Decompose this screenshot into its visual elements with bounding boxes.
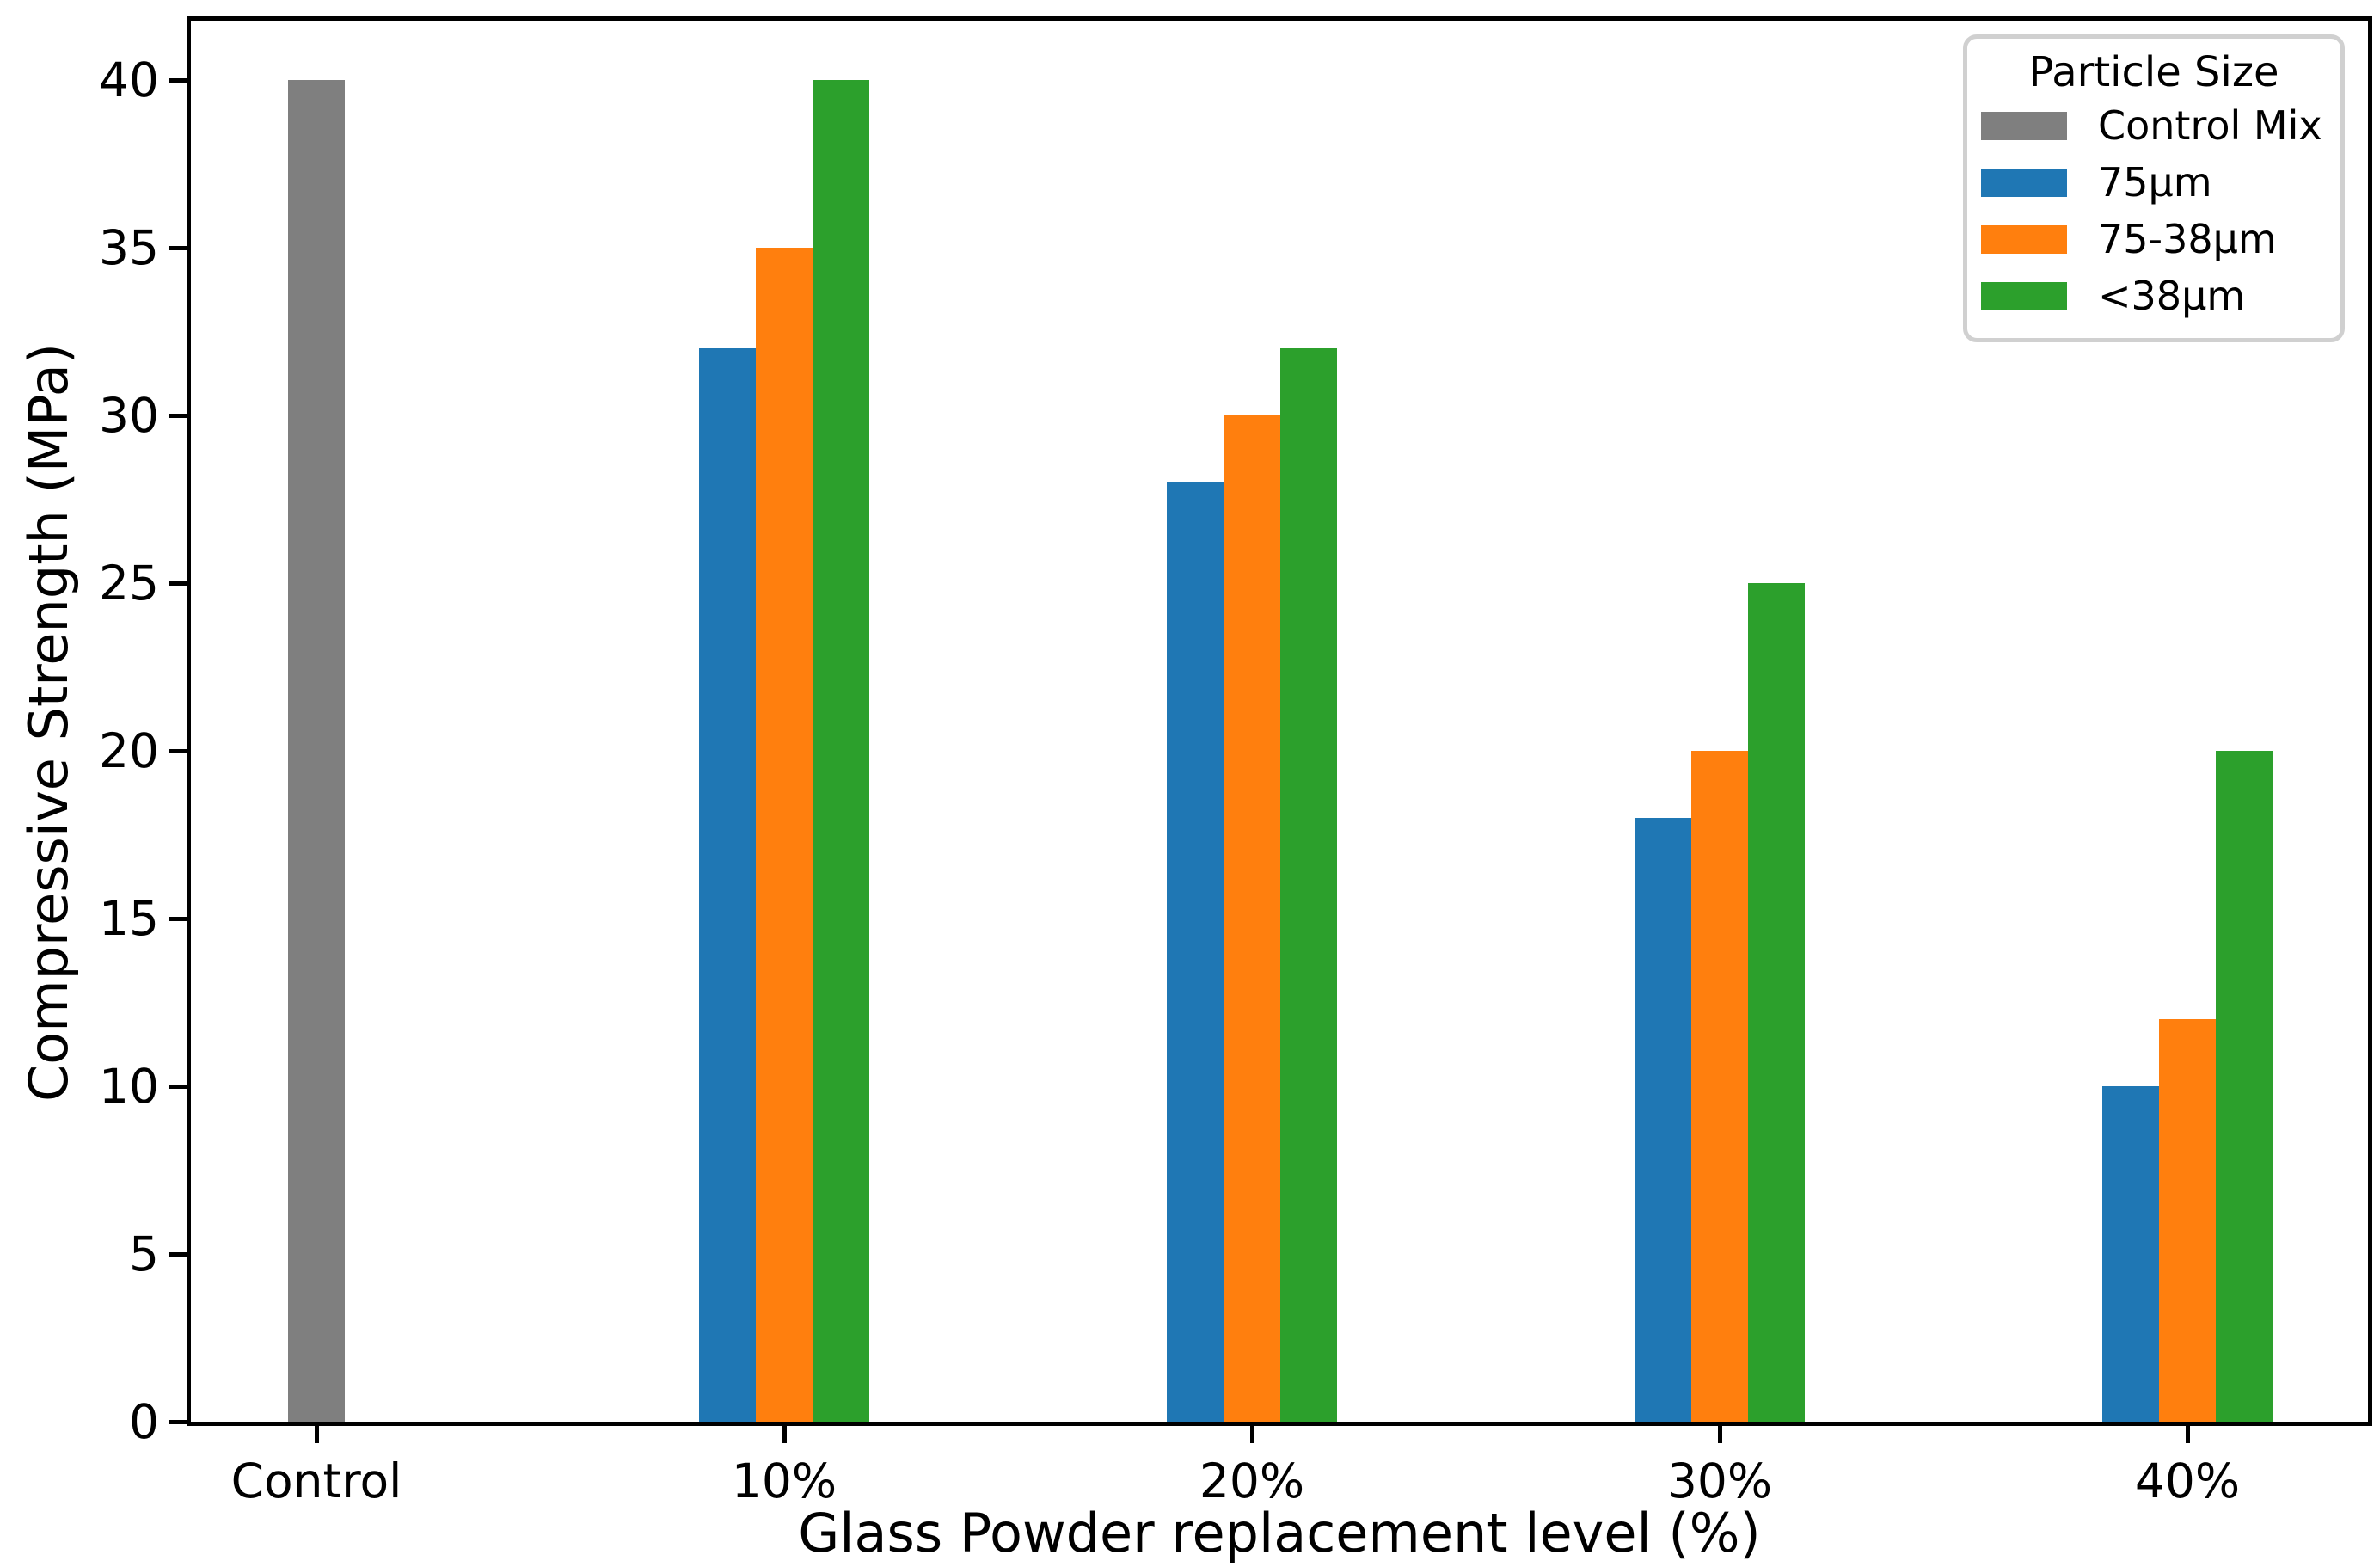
y-tick-label: 25 — [99, 556, 159, 611]
legend-label: 75-38µm — [2098, 216, 2277, 262]
x-tick — [2186, 1426, 2190, 1443]
y-tick-label: 15 — [99, 891, 159, 946]
y-tick-label: 5 — [129, 1226, 159, 1281]
legend-entry: <38µm — [1967, 267, 2340, 324]
y-tick — [169, 1420, 187, 1424]
bar-lt38um-40 — [2216, 751, 2273, 1422]
legend-entry: 75-38µm — [1967, 211, 2340, 267]
legend-entries: Control Mix 75µm 75-38µm <38µm — [1967, 97, 2340, 324]
bar-lt38um-10 — [813, 80, 869, 1422]
x-tick-label: 20% — [1199, 1453, 1305, 1509]
y-tick-label: 40 — [99, 52, 159, 108]
x-tick — [315, 1426, 319, 1443]
y-tick — [169, 749, 187, 753]
x-tick-label: 10% — [731, 1453, 837, 1509]
y-tick — [169, 1252, 187, 1257]
legend-label: Control Mix — [2098, 102, 2322, 149]
y-tick — [169, 78, 187, 83]
x-tick — [782, 1426, 787, 1443]
75-38um-swatch — [1981, 224, 2067, 254]
legend-title: Particle Size — [2028, 48, 2279, 96]
y-tick-label: 0 — [129, 1394, 159, 1449]
legend-label: <38µm — [2098, 273, 2246, 319]
75um-swatch — [1981, 168, 2067, 197]
y-tick — [169, 581, 187, 586]
bar-75-38um-10 — [756, 248, 813, 1422]
legend-label: 75µm — [2098, 159, 2212, 206]
y-tick-label: 10 — [99, 1059, 159, 1114]
x-tick — [1718, 1426, 1722, 1443]
bar-75um-40 — [2102, 1086, 2159, 1422]
x-tick-label: 40% — [2134, 1453, 2241, 1509]
y-tick-label: 30 — [99, 388, 159, 443]
bar-75um-30 — [1635, 818, 1691, 1422]
bar-75-38um-40 — [2159, 1019, 2216, 1422]
x-axis-title: Glass Powder replacement level (%) — [798, 1502, 1761, 1564]
legend: Particle Size Control Mix 75µm 75-38µm <38µ… — [1963, 34, 2345, 342]
y-tick — [169, 1085, 187, 1089]
lt38um-swatch — [1981, 281, 2067, 310]
bar-75um-20 — [1167, 482, 1224, 1422]
bar-75-38um-20 — [1224, 415, 1280, 1422]
y-tick — [169, 414, 187, 418]
y-tick — [169, 246, 187, 250]
legend-entry: Control Mix — [1967, 97, 2340, 154]
bar-75-38um-30 — [1691, 751, 1748, 1422]
bar-control-mix-control — [288, 80, 345, 1422]
bar-lt38um-20 — [1280, 348, 1337, 1422]
bar-lt38um-30 — [1748, 583, 1805, 1422]
legend-entry: 75µm — [1967, 154, 2340, 211]
bar-75um-10 — [699, 348, 756, 1422]
x-tick — [1250, 1426, 1254, 1443]
y-tick-label: 35 — [99, 220, 159, 275]
y-axis-title: Compressive Strength (MPa) — [17, 343, 80, 1102]
y-tick-label: 20 — [99, 723, 159, 778]
x-tick-label: 30% — [1666, 1453, 1773, 1509]
x-tick-label: Control — [230, 1453, 402, 1509]
control-mix-swatch — [1981, 111, 2067, 140]
y-tick — [169, 917, 187, 921]
